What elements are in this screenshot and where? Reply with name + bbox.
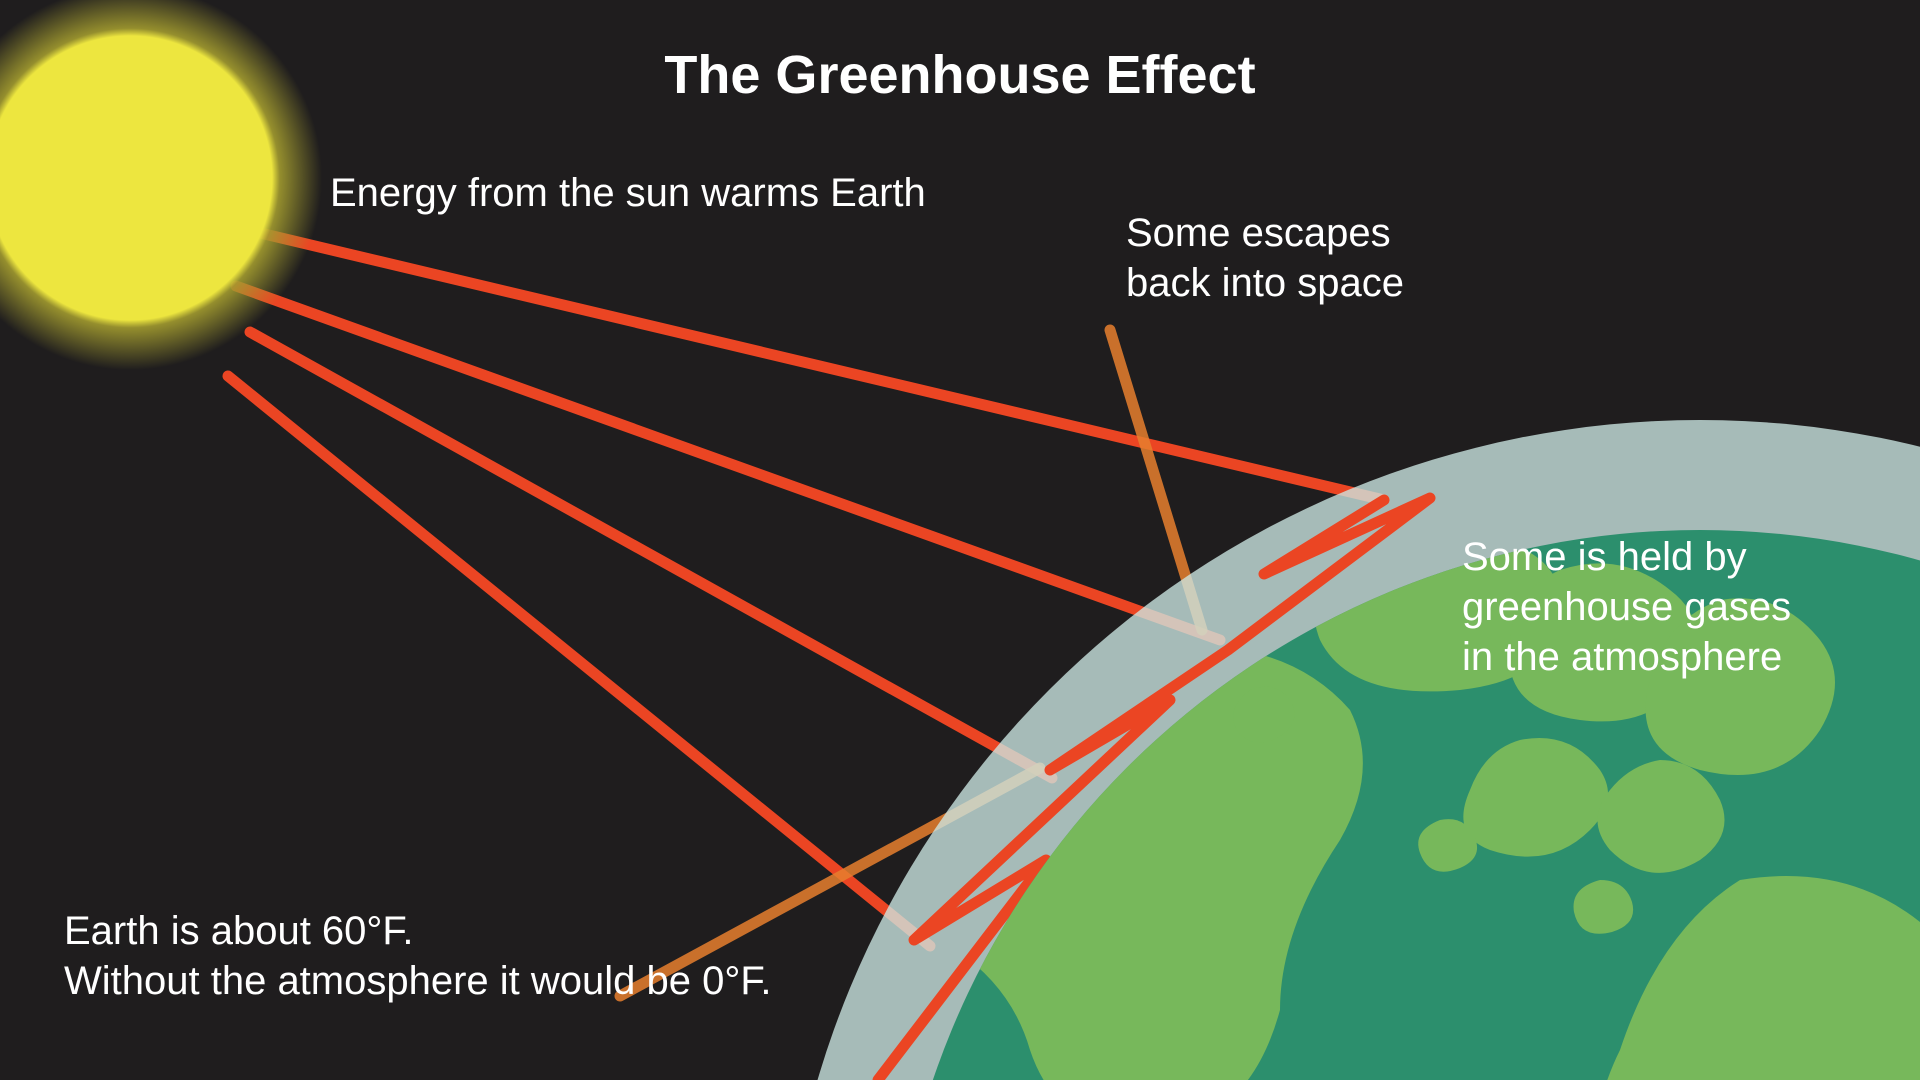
- label-held: Some is held by greenhouse gases in the …: [1462, 532, 1920, 682]
- ray-incoming: [250, 332, 1052, 778]
- sun-icon: [0, 0, 322, 370]
- label-escapes: Some escapes back into space: [1126, 208, 1646, 308]
- infographic-stage: The Greenhouse Effect Energy from the su…: [0, 0, 1920, 1080]
- label-earth-temp: Earth is about 60°F. Without the atmosph…: [64, 906, 1064, 1006]
- page-title: The Greenhouse Effect: [664, 44, 1255, 106]
- label-sun-energy: Energy from the sun warms Earth: [330, 168, 1230, 218]
- ray-incoming: [228, 376, 930, 946]
